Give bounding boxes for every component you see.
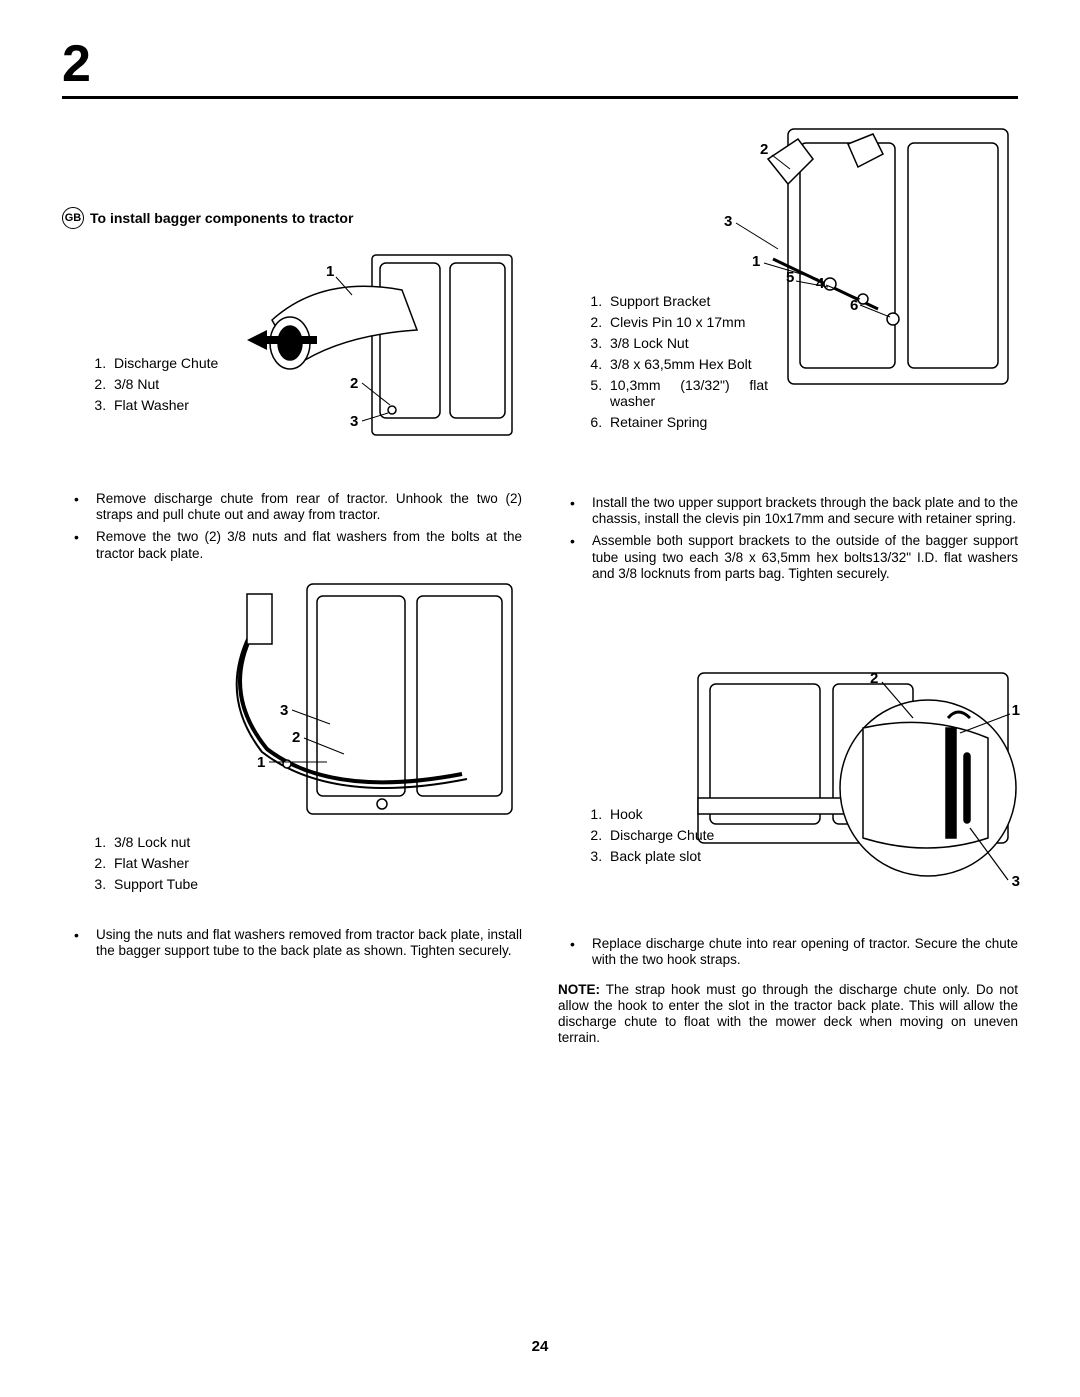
legend-item: Support Tube [110, 876, 522, 892]
callout-2: 2 [350, 375, 358, 392]
page: 2 GB To install bagger components to tra… [0, 0, 1080, 1397]
right-column: 2 3 1 5 4 6 [558, 137, 1018, 1060]
callout-4: 4 [816, 275, 824, 292]
fig4-legend: Hook Discharge Chute Back plate slot [558, 806, 714, 869]
steps-list-2: Using the nuts and flat washers removed … [62, 927, 522, 959]
callout-2: 2 [292, 729, 300, 746]
figure-hook-detail: 2 1 3 [688, 658, 1018, 888]
fig2-legend: 3/8 Lock nut Flat Washer Support Tube [62, 834, 522, 892]
callout-1: 1 [326, 263, 334, 280]
note-label: NOTE: [558, 982, 600, 997]
page-number: 24 [0, 1338, 1080, 1355]
legend-item: Support Bracket [606, 293, 778, 309]
callout-1: 1 [752, 253, 760, 270]
legend-item: 3/8 Nut [110, 376, 242, 392]
figure-support-tube: 1 2 3 [132, 574, 522, 826]
callout-2: 2 [870, 670, 878, 687]
chapter-number: 2 [62, 38, 1018, 90]
legend-item: 3/8 Lock Nut [606, 335, 778, 351]
legend-item: Discharge Chute [606, 827, 714, 843]
callout-3: 3 [350, 413, 358, 430]
legend-item: 10,3mm (13/32") flat washer [606, 377, 778, 409]
steps-list-3: Install the two upper support brackets t… [558, 495, 1018, 582]
two-column-layout: GB To install bagger components to tract… [62, 137, 1018, 1060]
callout-1: 1 [257, 754, 265, 771]
left-column: GB To install bagger components to tract… [62, 137, 522, 1060]
step-item: Assemble both support brackets to the ou… [592, 533, 1018, 582]
step-item: Remove the two (2) 3/8 nuts and flat was… [96, 529, 522, 561]
legend-item: Hook [606, 806, 714, 822]
step-item: Replace discharge chute into rear openin… [592, 936, 1018, 968]
step-item: Install the two upper support brackets t… [592, 495, 1018, 527]
heading-text: To install bagger components to tractor [90, 210, 353, 226]
legend-item: Discharge Chute [110, 355, 242, 371]
steps-list-1: Remove discharge chute from rear of trac… [62, 491, 522, 562]
legend-item: Clevis Pin 10 x 17mm [606, 314, 778, 330]
note-text: The strap hook must go through the disch… [558, 982, 1018, 1046]
legend-item: Retainer Spring [606, 414, 778, 430]
fig3-legend: Support Bracket Clevis Pin 10 x 17mm 3/8… [558, 293, 778, 435]
horizontal-rule [62, 96, 1018, 99]
callout-1: 1 [1012, 702, 1020, 719]
callout-5: 5 [786, 269, 794, 286]
legend-item: 3/8 Lock nut [110, 834, 522, 850]
gb-country-badge: GB [62, 207, 84, 229]
callout-2: 2 [760, 141, 768, 158]
figure-discharge-chute: 1 2 3 [242, 235, 522, 445]
step-item: Remove discharge chute from rear of trac… [96, 491, 522, 523]
callout-6: 6 [850, 297, 858, 314]
callout-3: 3 [724, 213, 732, 230]
legend-item: Flat Washer [110, 397, 242, 413]
legend-item: 3/8 x 63,5mm Hex Bolt [606, 356, 778, 372]
legend-item: Flat Washer [110, 855, 522, 871]
callout-3: 3 [1012, 873, 1020, 890]
note-paragraph: NOTE: The strap hook must go through the… [558, 982, 1018, 1047]
steps-list-4: Replace discharge chute into rear openin… [558, 936, 1018, 968]
fig1-legend: Discharge Chute 3/8 Nut Flat Washer [62, 355, 242, 413]
step-item: Using the nuts and flat washers removed … [96, 927, 522, 959]
legend-item: Back plate slot [606, 848, 714, 864]
section-heading: GB To install bagger components to tract… [62, 207, 522, 229]
callout-3: 3 [280, 702, 288, 719]
